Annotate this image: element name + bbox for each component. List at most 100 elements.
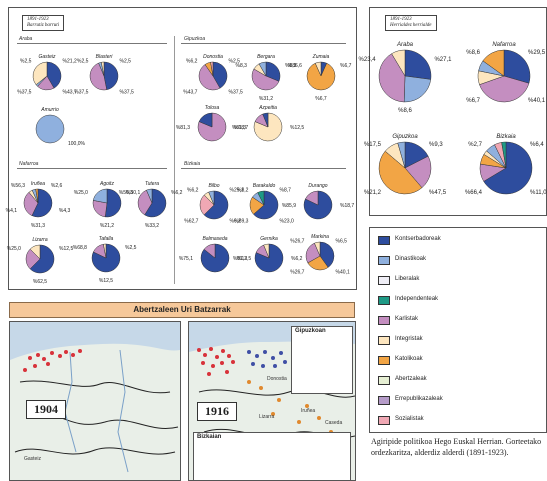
pie-slice-gipuzkoa-karlistak — [404, 155, 432, 189]
pie-balmaseda: Balmaseda %12,5 %75,1 — [179, 236, 251, 273]
pie-slice-gipuzkoa-katolikoak — [378, 150, 423, 195]
pie-slice-zumaia-katolikoak — [306, 62, 336, 91]
pie-label-lizarra-2: %25,0 — [7, 246, 21, 252]
pie-charts: Gasteiz%21,2%43,7%37,5%2,5Blasteri%2,5%3… — [6, 42, 547, 285]
pie-slice-bergara-dinastikoak — [258, 61, 267, 77]
pie-label-bergara-2: %8,3 — [236, 63, 248, 69]
pie-title-tutera: Tutera — [145, 181, 159, 187]
province-panel-tag: 1891-1923 Herrialdez herrialde — [385, 15, 437, 31]
legend-label-katolikoak: Katolikoak — [395, 356, 423, 362]
pie-label-araba-1: %8,6 — [398, 108, 412, 114]
pie-label-barakaldo-2: %69,3 — [234, 219, 248, 225]
legend-label-independenteak: Independenteak — [395, 296, 439, 302]
pie-slice-durango-karlistak — [305, 190, 319, 206]
pie-label-markina-3: %26,7 — [290, 238, 304, 244]
pie-label-tolosa-0: %18,7 — [234, 125, 248, 131]
pie-label-markina-1: %40,1 — [336, 270, 350, 276]
pie-gasteiz: Gasteiz %21,2 %43,7 %37,5 %2,5 — [17, 54, 77, 96]
gipuzkoa-rule — [181, 43, 346, 44]
pie-slice-balmaseda-kontserbadoreak — [200, 243, 230, 273]
pie-title-zumaia: Zumaia — [312, 54, 330, 60]
pie-amurrio: Amurrio 100,0% — [35, 107, 86, 147]
pie-title-azpeitia: Azpeitia — [258, 105, 277, 111]
pie-label-bergara-1: %31,2 — [259, 96, 273, 102]
legend-label-karlistak: Karlistak — [395, 316, 419, 322]
pie-title-tafalla: Tafalla — [99, 236, 114, 242]
pie-label-nafarroa-1: %40,1 — [528, 98, 546, 104]
pie-azpeitia: Azpeitia %12,5 %81,3 — [232, 105, 304, 142]
pie-label-durango-0: %18,7 — [340, 203, 354, 209]
pie-label-donostia-2: %43,7 — [183, 90, 197, 96]
pie-label-blasteri-3: %2,5 — [77, 58, 89, 64]
pie-label-bilbo-3: %6,2 — [187, 187, 199, 193]
pie-label-gipuzkoa-1: %47,5 — [429, 190, 447, 196]
pie-slice-nafarroa-kontserbadoreak — [503, 49, 531, 84]
pie-slice-blasteri-kontserbadoreak — [103, 61, 119, 91]
pie-title-araba: Araba — [396, 42, 414, 48]
pie-title-bilbo: Bilbo — [208, 183, 219, 189]
pie-slice-agoitz-karlistak — [92, 200, 108, 218]
pie-blasteri: Blasteri %2,5 %37,5 %37,5 %2,5 — [74, 54, 134, 96]
pie-title-tolosa: Tolosa — [205, 105, 220, 111]
pie-title-gernika: Gernika — [260, 236, 278, 242]
pie-slice-gipuzkoa-dinastikoak — [397, 141, 406, 169]
pie-slice-markina-integristak — [314, 241, 321, 257]
pie-label-amurrio-0: 100,0% — [68, 141, 86, 147]
pie-slice-bizkaia-independenteak — [501, 141, 507, 169]
araba-rule — [17, 43, 167, 44]
legend-swatch-integristak — [378, 336, 390, 345]
pie-label-gipuzkoa-3: %17,5 — [364, 142, 382, 148]
pie-markina: Markina %6,5 %40,1 %26,7 %26,7 — [290, 234, 350, 276]
pie-label-bizkaia-1: %11,0 — [530, 190, 547, 196]
pie-label-donostia-0: %2,5 — [229, 58, 241, 64]
pie-slice-bilbo-kontserbadoreak — [203, 190, 229, 220]
pie-bergara: Bergara %8,3 %31,2 %8,3 — [236, 54, 297, 102]
pie-label-agoitz-1: %21,2 — [100, 223, 114, 229]
pie-slice-donostia-sozialistak — [210, 61, 214, 77]
pie-slice-tutera-kontserbadoreak — [144, 188, 167, 218]
legend-label-liberalak: Liberalak — [395, 276, 420, 282]
pie-label-agoitz-2: %25,0 — [74, 190, 88, 196]
pie-title-durango: Durango — [308, 183, 327, 189]
pie-tolosa: Tolosa%18,7%81,3 — [176, 105, 248, 142]
pie-label-gasteiz-2: %37,5 — [17, 90, 31, 96]
pie-label-nafarroa-2: %6,7 — [466, 98, 480, 104]
legend-swatch-katolikoak — [378, 356, 390, 365]
pie-label-blasteri-1: %37,5 — [120, 90, 134, 96]
section-banner: Abertzaleen Uri Batzarrak — [9, 302, 355, 318]
figure-caption: Agiripide politikoa Hego Euskal Herrian.… — [371, 437, 542, 457]
legend-label-abertzaleak: Abertzaleak — [395, 376, 427, 382]
pie-nafarroa: Nafarroa %29,5 %40,1 %6,7 %8,6 — [466, 42, 545, 104]
bizkaian-list-title: Bizkaian — [197, 434, 222, 440]
pie-slice-iru-ea-kontserbadoreak — [31, 188, 53, 218]
pie-label-gernika-1: %81,3 — [233, 256, 247, 262]
nafarroa-rule — [17, 168, 167, 169]
pie-slice-donostia-karlistak — [198, 64, 221, 91]
legend-swatch-kontserbadoreak — [378, 236, 390, 245]
pie-slice-nafarroa-karlistak — [479, 75, 530, 103]
pie-slice-blasteri-karlistak — [89, 62, 108, 91]
pie-slice-azpeitia-kontserbadoreak — [262, 112, 269, 128]
pie-lizarra: Lizarra %12,5 %62,5 %25,0 — [7, 237, 74, 285]
legend-swatch-karlistak — [378, 316, 390, 325]
pie-title-gasteiz: Gasteiz — [39, 54, 56, 60]
province-tag-subtitle: Herrialdez herrialde — [390, 23, 432, 28]
legend-swatch-errepublikazaleak — [378, 396, 390, 405]
pie-title-gipuzkoa: Gipuzkoa — [392, 134, 418, 140]
pie-slice-agoitz-kontserbadoreak — [104, 188, 122, 218]
pie-title-agoitz: Agoitz — [99, 181, 114, 187]
district-panel-tag: 1891-1923 Barrutiz barruti — [22, 15, 65, 31]
pie-label-barakaldo-0: %8,7 — [280, 187, 292, 193]
pie-label-tutera-1: %33,2 — [145, 223, 159, 229]
pie-title-bizkaia: Bizkaia — [496, 134, 516, 140]
pie-zumaia: Zumaia %6,7 %6,7 %86,6 — [288, 54, 352, 102]
pie-label-araba-2: %23,4 — [359, 57, 377, 63]
pie-label-zumaia-2: %86,6 — [288, 63, 302, 69]
pie-label-lizarra-1: %62,5 — [33, 279, 47, 285]
pie-slice-barakaldo-kontserbadoreak — [253, 190, 279, 220]
pie-slice-bilbo-dinastikoak — [208, 190, 215, 206]
legend-label-dinastikoak: Dinastikoak — [395, 256, 427, 262]
pie-slice-agoitz-dinastikoak — [92, 188, 108, 204]
pie-label-durango-1: %85,9 — [282, 203, 296, 209]
pie-label-nafarroa-3: %8,6 — [466, 50, 480, 56]
